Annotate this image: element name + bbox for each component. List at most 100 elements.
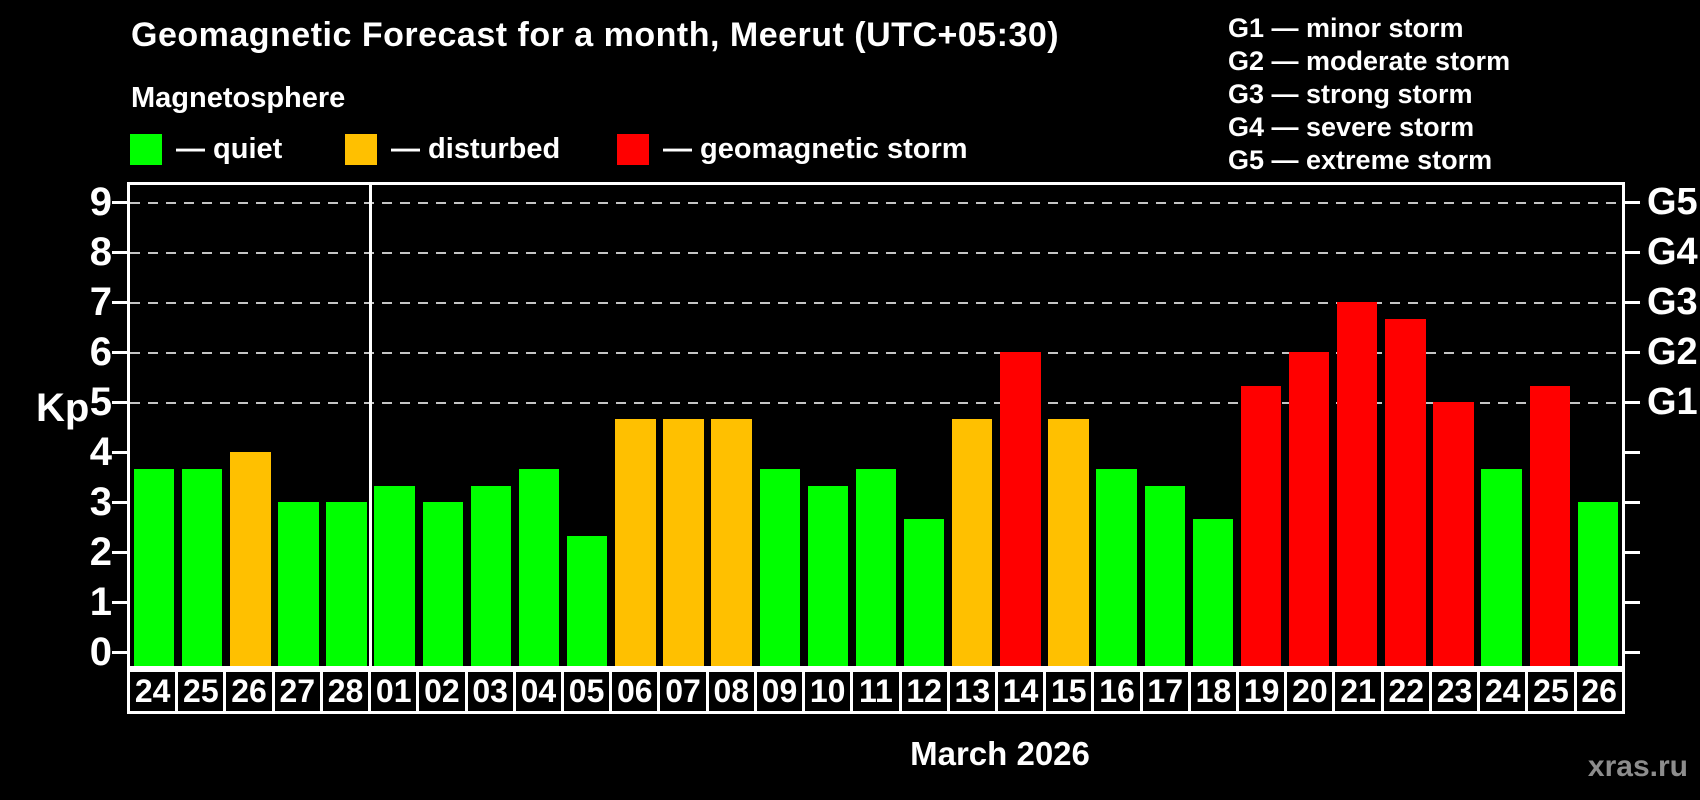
kp-bar-day-25 <box>181 468 223 666</box>
day-cell-mar-24: 24 <box>1477 669 1529 714</box>
day-cell-mar-19: 19 <box>1236 669 1288 714</box>
kp-bar-day-16 <box>1096 468 1137 666</box>
legend: — quiet — disturbed — geomagnetic storm <box>130 133 968 166</box>
kp-bar-day-05 <box>567 535 608 666</box>
legend-quiet-label: — quiet <box>176 133 283 165</box>
day-cell-mar-26: 26 <box>1573 669 1625 714</box>
day-cell-feb-26: 26 <box>223 669 275 714</box>
kp-bar-day-25 <box>1529 385 1570 666</box>
day-cell-mar-15: 15 <box>1043 669 1095 714</box>
g-legend-line-g4: G4 — severe storm <box>1228 112 1475 142</box>
day-cell-mar-21: 21 <box>1332 669 1384 714</box>
kp-bar-day-14 <box>1000 352 1041 666</box>
day-cell-mar-07: 07 <box>657 669 709 714</box>
gridline-kp7 <box>130 302 1622 304</box>
g-tick-label-g1: G1 <box>1647 381 1698 423</box>
day-cell-mar-22: 22 <box>1380 669 1432 714</box>
quiet-color-swatch <box>130 134 162 165</box>
legend-item-storm: — geomagnetic storm <box>617 133 968 166</box>
kp-bar-day-10 <box>807 485 849 666</box>
kp-bar-day-04 <box>518 468 560 666</box>
kp-bar-day-23 <box>1433 402 1474 666</box>
right-axis-tick-kp0 <box>1625 650 1640 654</box>
g-tick-label-g2: G2 <box>1647 331 1698 373</box>
y-tick-label-1: 1 <box>89 580 112 624</box>
day-cell-mar-13: 13 <box>946 669 998 714</box>
left-axis-tick-kp8 <box>112 250 127 254</box>
left-axis-tick-kp1 <box>112 600 127 604</box>
kp-bar-day-08 <box>711 418 752 666</box>
kp-bar-day-15 <box>1048 418 1089 666</box>
kp-bar-day-01 <box>374 485 415 666</box>
day-cell-mar-08: 08 <box>705 669 757 714</box>
g-tick-label-g5: G5 <box>1647 181 1698 223</box>
kp-bar-day-18 <box>1192 518 1234 666</box>
kp-bar-day-26 <box>1577 502 1619 666</box>
kp-bar-day-06 <box>615 418 656 666</box>
g-tick-label-g3: G3 <box>1647 281 1698 323</box>
kp-bar-day-28 <box>326 502 367 666</box>
left-axis-tick-kp5 <box>112 400 127 404</box>
y-axis-title: Kp <box>36 386 90 430</box>
gridline-kp6 <box>130 352 1622 354</box>
g-scale-legend: G1 — minor storm G2 — moderate storm G3 … <box>1228 12 1510 177</box>
gridline-kp5 <box>130 402 1622 404</box>
kp-bar-day-03 <box>470 485 512 666</box>
kp-bar-day-19 <box>1240 385 1282 666</box>
gridline-kp9 <box>130 202 1622 204</box>
gridline-kp8 <box>130 252 1622 254</box>
right-axis-tick-kp9 <box>1625 200 1640 204</box>
plot-area <box>127 182 1625 669</box>
kp-bar-day-12 <box>903 518 945 666</box>
kp-bar-day-24 <box>1481 468 1522 666</box>
kp-bar-day-26 <box>230 452 271 666</box>
y-tick-label-2: 2 <box>89 530 112 574</box>
x-axis-month-label: March 2026 <box>910 735 1090 772</box>
right-axis-tick-kp6 <box>1625 350 1640 354</box>
day-cell-mar-23: 23 <box>1428 669 1481 714</box>
disturbed-color-swatch <box>345 134 377 165</box>
y-tick-label-3: 3 <box>89 480 112 524</box>
day-cell-mar-05: 05 <box>560 669 613 714</box>
month-separator-line <box>369 185 373 666</box>
left-axis-tick-kp2 <box>112 550 127 554</box>
legend-item-disturbed: — disturbed <box>345 133 617 166</box>
right-axis-tick-kp1 <box>1625 600 1640 604</box>
legend-disturbed-label: — disturbed <box>391 133 561 165</box>
day-cell-mar-17: 17 <box>1139 669 1191 714</box>
left-axis-tick-kp4 <box>112 450 127 454</box>
day-cell-mar-18: 18 <box>1187 669 1240 714</box>
day-cell-mar-14: 14 <box>994 669 1047 714</box>
day-cell-mar-06: 06 <box>609 669 661 714</box>
y-tick-label-0: 0 <box>89 630 112 674</box>
watermark: xras.ru <box>1587 750 1688 783</box>
right-axis-tick-kp7 <box>1625 300 1640 304</box>
day-cell-mar-10: 10 <box>802 669 854 714</box>
left-axis-tick-kp6 <box>112 350 127 354</box>
y-tick-label-6: 6 <box>89 330 112 374</box>
day-cell-feb-28: 28 <box>319 669 372 714</box>
g-tick-label-g4: G4 <box>1647 231 1698 273</box>
magnetosphere-subtitle: Magnetosphere <box>131 82 346 114</box>
g-legend-line-g2: G2 — moderate storm <box>1228 46 1511 76</box>
right-axis-tick-kp2 <box>1625 550 1640 554</box>
day-cell-mar-12: 12 <box>898 669 950 714</box>
kp-bar-day-24 <box>133 468 175 666</box>
legend-item-quiet: — quiet <box>130 133 345 166</box>
g-legend-line-g3: G3 — strong storm <box>1228 79 1473 109</box>
left-axis-tick-kp7 <box>112 300 127 304</box>
y-tick-label-8: 8 <box>89 230 112 274</box>
day-cell-feb-25: 25 <box>175 669 227 714</box>
day-cell-mar-16: 16 <box>1091 669 1143 714</box>
right-axis-tick-kp3 <box>1625 500 1640 504</box>
g-legend-line-g1: G1 — minor storm <box>1228 13 1464 43</box>
kp-bar-day-13 <box>952 418 993 666</box>
day-cell-mar-20: 20 <box>1284 669 1336 714</box>
day-cell-feb-24: 24 <box>127 669 179 714</box>
day-cell-mar-09: 09 <box>753 669 806 714</box>
kp-bar-day-20 <box>1288 352 1330 666</box>
right-axis-tick-kp4 <box>1625 450 1640 454</box>
right-axis-tick-kp8 <box>1625 250 1640 254</box>
kp-bar-day-21 <box>1337 302 1378 666</box>
kp-bar-day-27 <box>278 502 319 666</box>
